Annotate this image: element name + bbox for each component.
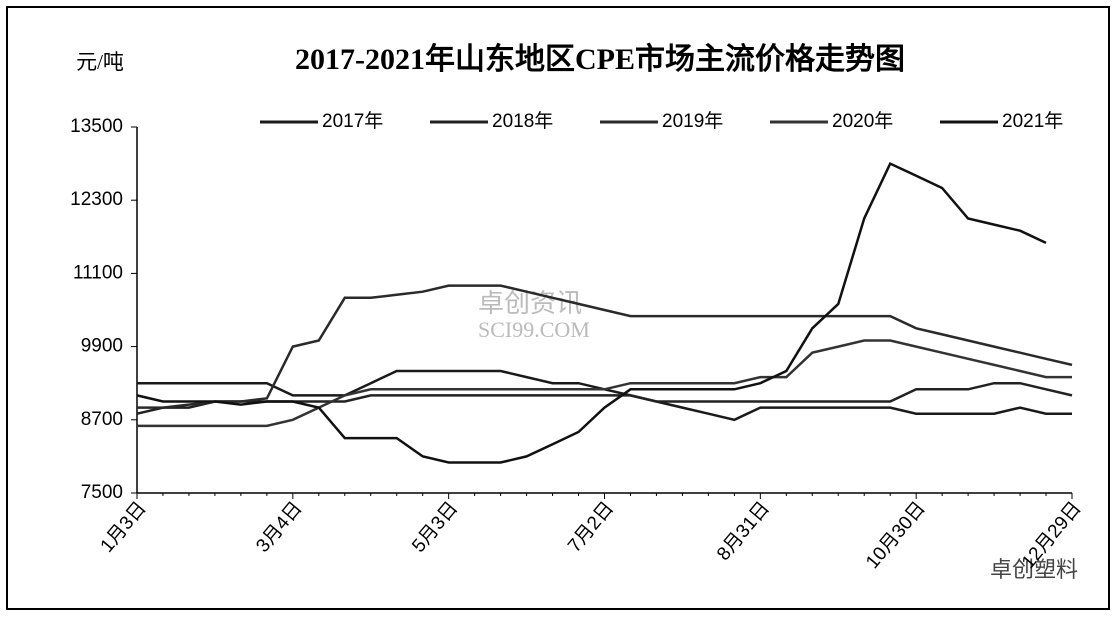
y-tick-label: 8700 (81, 409, 123, 430)
series-line (137, 339, 1072, 428)
watermark: 卓创资讯 (478, 289, 582, 318)
legend-label: 2021年 (1002, 110, 1063, 132)
logo-text: 卓创塑料 (990, 557, 1078, 582)
chart-title: 2017-2021年山东地区CPE市场主流价格走势图 (295, 42, 905, 76)
y-tick-label: 7500 (81, 482, 123, 503)
series-line (137, 284, 1073, 409)
x-tick-label: 7月2日 (564, 498, 618, 557)
x-tick-label: 10月30日 (862, 498, 930, 573)
y-tick-label: 13500 (70, 116, 123, 137)
x-tick-label: 5月3日 (408, 498, 462, 557)
x-tick-label: 1月3日 (97, 498, 151, 557)
legend-label: 2018年 (492, 110, 553, 132)
legend-label: 2019年 (662, 110, 723, 132)
series-line (136, 161, 1047, 464)
y-axis-label: 元/吨 (76, 50, 124, 74)
frame (6, 6, 1110, 610)
y-tick-label: 11100 (73, 262, 123, 283)
watermark: SCI99.COM (478, 317, 590, 342)
legend-label: 2017年 (322, 110, 383, 132)
y-tick-label: 9900 (81, 336, 123, 357)
x-tick-label: 8月31日 (713, 498, 774, 565)
x-tick-label: 3月4日 (252, 498, 306, 557)
y-tick-label: 12300 (70, 189, 123, 210)
legend-label: 2020年 (832, 110, 893, 132)
